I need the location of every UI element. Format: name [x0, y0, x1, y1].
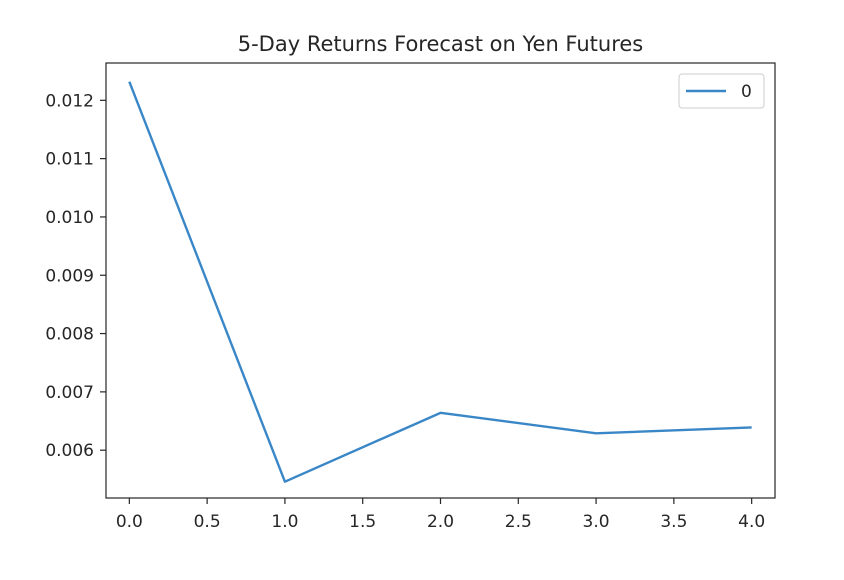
chart-title: 5-Day Returns Forecast on Yen Futures	[238, 32, 644, 56]
legend: 0	[679, 74, 764, 108]
x-tick-label: 3.0	[583, 512, 610, 532]
x-tick-label: 3.5	[660, 512, 687, 532]
y-tick-label: 0.007	[45, 383, 94, 403]
y-axis: 0.006 0.007 0.008 0.009 0.010 0.011 0.012	[45, 91, 106, 461]
y-tick-label: 0.011	[45, 150, 94, 170]
x-tick-label: 0.5	[194, 512, 221, 532]
y-tick-label: 0.012	[45, 91, 94, 111]
y-tick-label: 0.010	[45, 208, 94, 228]
x-tick-label: 2.5	[505, 512, 532, 532]
x-tick-label: 1.0	[271, 512, 298, 532]
legend-label: 0	[741, 82, 752, 102]
y-tick-label: 0.009	[45, 266, 94, 286]
x-tick-label: 0.0	[116, 512, 143, 532]
y-tick-label: 0.006	[45, 441, 94, 461]
x-axis: 0.0 0.5 1.0 1.5 2.0 2.5 3.0 3.5 4.0	[116, 498, 765, 532]
x-tick-label: 4.0	[738, 512, 765, 532]
y-tick-label: 0.008	[45, 325, 94, 345]
plot-area: 0.0 0.5 1.0 1.5 2.0 2.5 3.0 3.5 4.0 0.0060.0070.…	[45, 63, 775, 532]
x-tick-label: 1.5	[349, 512, 376, 532]
x-tick-label: 2.0	[427, 512, 454, 532]
